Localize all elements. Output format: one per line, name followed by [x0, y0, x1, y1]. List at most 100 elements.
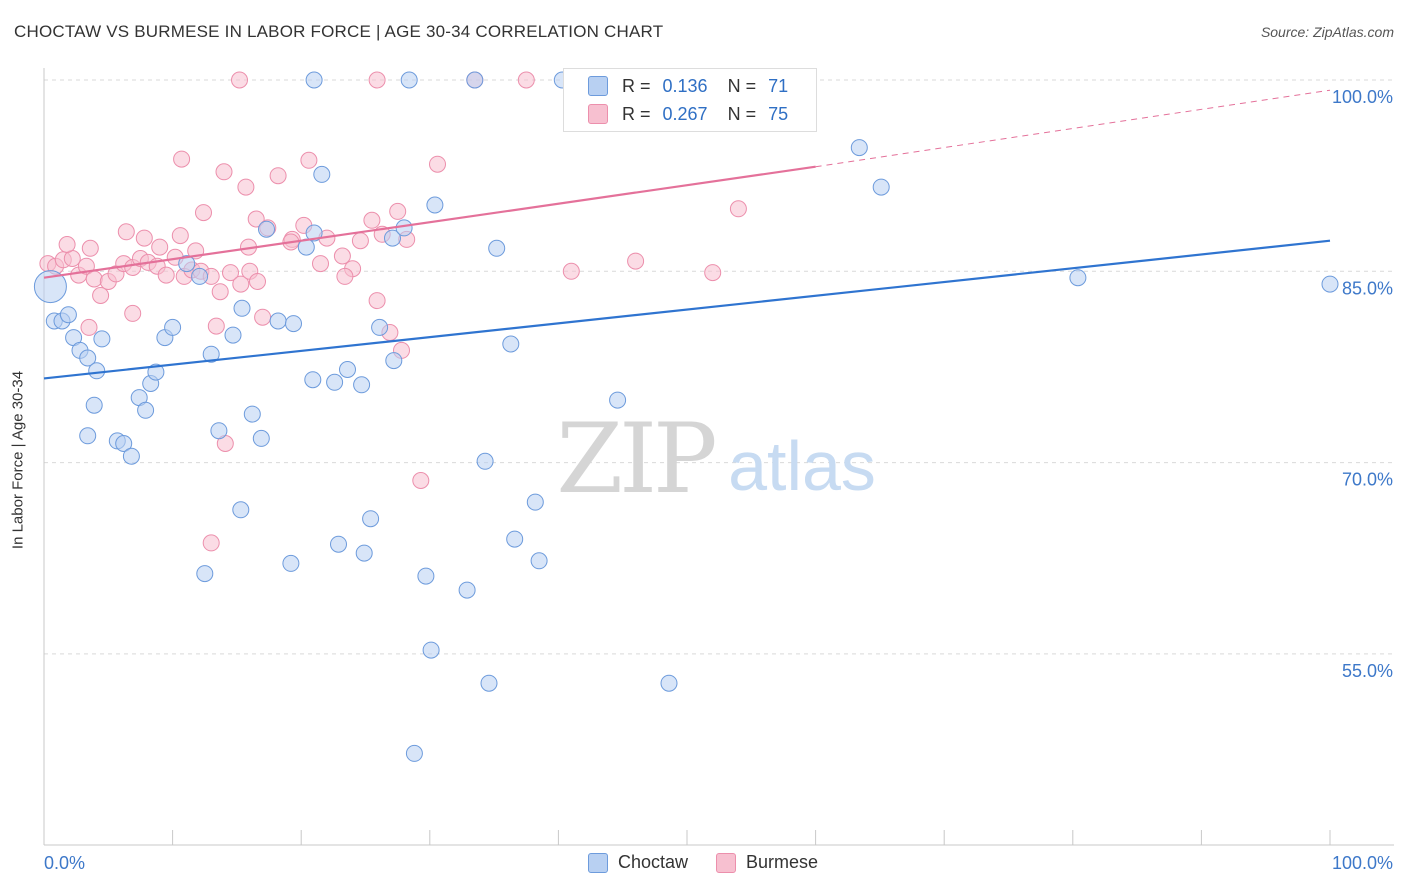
- burmese-point: [81, 239, 99, 257]
- burmese-point: [429, 155, 446, 173]
- choctaw-point: [252, 429, 270, 447]
- choctaw-point: [224, 326, 242, 344]
- y-tick-label-55: 55.0%: [1342, 661, 1393, 681]
- choctaw-point: [660, 674, 678, 692]
- burmese-point: [157, 266, 175, 284]
- burmese-swatch: [588, 104, 608, 124]
- choctaw-point: [502, 335, 520, 353]
- choctaw-point: [466, 71, 484, 89]
- bottom-legend-burmese: Burmese: [716, 852, 818, 873]
- y-tick-label-100: 100.0%: [1332, 87, 1393, 107]
- burmese-point: [85, 270, 103, 288]
- choctaw-point: [305, 224, 323, 242]
- burmese-point: [222, 264, 239, 282]
- choctaw-point: [385, 352, 403, 370]
- x-tick-label-min: 0.0%: [44, 853, 85, 873]
- choctaw-point: [304, 371, 322, 389]
- choctaw-r-value: 0.136: [662, 75, 708, 96]
- burmese-point: [207, 317, 225, 335]
- legend-row-burmese: R = 0.267 N = 75: [588, 102, 788, 126]
- bottom-legend-choctaw: Choctaw: [587, 852, 688, 873]
- trend-lines: [43, 89, 1331, 380]
- burmese-point: [151, 238, 169, 256]
- watermark: ZIP atlas: [556, 403, 876, 515]
- burmese-point: [171, 227, 189, 245]
- burmese-point: [729, 200, 747, 218]
- burmese-point: [336, 267, 354, 285]
- chart-title: CHOCTAW VS BURMESE IN LABOR FORCE | AGE …: [14, 22, 664, 41]
- choctaw-point: [526, 493, 544, 511]
- choctaw-point: [269, 312, 287, 330]
- y-tick-label-85: 85.0%: [1342, 278, 1393, 298]
- burmese-n-label: N =: [727, 103, 757, 124]
- burmese-point: [368, 71, 386, 89]
- choctaw-point: [371, 318, 389, 336]
- burmese-point: [215, 163, 233, 181]
- choctaw-point: [530, 552, 548, 570]
- choctaw-point: [93, 330, 111, 348]
- burmese-legend-label: Burmese: [746, 852, 819, 872]
- burmese-point: [562, 262, 580, 280]
- choctaw-point: [202, 345, 220, 363]
- burmese-r-value: 0.267: [662, 103, 708, 124]
- watermark-zip: ZIP: [556, 403, 715, 515]
- burmese-point: [247, 210, 265, 228]
- choctaw-point: [353, 376, 371, 394]
- choctaw-n-value: 71: [768, 75, 789, 96]
- burmese-point: [124, 304, 142, 322]
- burmese-point: [300, 151, 318, 169]
- choctaw-point: [330, 535, 347, 553]
- bottom-legend: Choctaw Burmese: [0, 852, 1406, 873]
- burmese-point: [173, 150, 191, 168]
- burmese-point: [232, 275, 250, 293]
- burmese-point: [92, 287, 110, 304]
- choctaw-point: [476, 452, 494, 470]
- choctaw-point: [384, 229, 401, 247]
- choctaw-series: [33, 71, 1339, 762]
- burmese-point: [202, 534, 220, 552]
- burmese-point: [80, 318, 98, 336]
- choctaw-point: [362, 510, 380, 528]
- choctaw-point: [164, 318, 182, 336]
- choctaw-point: [233, 299, 251, 317]
- burmese-point: [135, 229, 153, 247]
- burmese-point: [231, 71, 248, 89]
- choctaw-point: [85, 396, 103, 414]
- gridlines: [44, 79, 1394, 655]
- choctaw-point: [79, 427, 97, 445]
- choctaw-point: [191, 267, 209, 285]
- choctaw-point: [872, 178, 890, 196]
- choctaw-point: [488, 239, 506, 257]
- choctaw-trend-line: [43, 239, 1331, 380]
- choctaw-point: [122, 447, 140, 465]
- choctaw-point: [609, 391, 627, 409]
- choctaw-point: [326, 373, 344, 391]
- burmese-point: [58, 236, 76, 253]
- burmese-n-value: 75: [768, 103, 789, 124]
- choctaw-point: [59, 306, 77, 324]
- watermark-atlas: atlas: [728, 427, 876, 505]
- burmese-point: [412, 472, 430, 489]
- x-tick-label-max: 100.0%: [1332, 853, 1393, 873]
- choctaw-point: [313, 165, 331, 183]
- burmese-point: [627, 252, 645, 270]
- choctaw-point: [422, 641, 440, 659]
- choctaw-point: [305, 71, 323, 89]
- choctaw-point: [258, 220, 275, 238]
- burmese-point: [254, 308, 272, 326]
- choctaw-point: [147, 363, 165, 381]
- legend-row-choctaw: R = 0.136 N = 71: [588, 74, 788, 98]
- choctaw-n-label: N =: [727, 75, 757, 96]
- burmese-point: [351, 232, 369, 250]
- choctaw-point: [426, 196, 444, 214]
- choctaw-point: [285, 315, 302, 333]
- burmese-point: [237, 178, 255, 196]
- choctaw-point: [178, 255, 196, 273]
- axes: [43, 68, 1394, 846]
- tick-labels: 55.0% 70.0% 85.0% 100.0% 0.0% 100.0%: [44, 87, 1393, 873]
- burmese-r-label: R =: [622, 103, 651, 124]
- choctaw-point: [243, 405, 261, 423]
- choctaw-point: [417, 567, 435, 585]
- burmese-legend-swatch: [716, 852, 736, 873]
